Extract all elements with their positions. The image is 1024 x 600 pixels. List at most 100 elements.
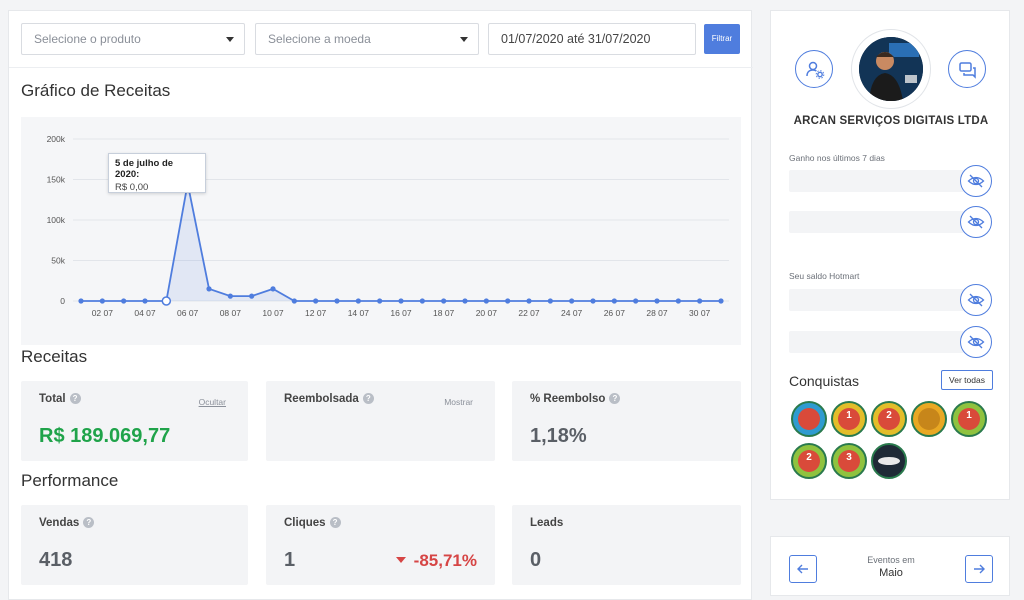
x-tick-label: 04 07 — [134, 308, 156, 318]
data-point — [334, 298, 340, 304]
y-tick-label: 150k — [47, 175, 66, 185]
refund-pct-label: % Reembolso? — [530, 393, 621, 405]
badge-inner — [838, 408, 860, 430]
clicks-label-text: Cliques — [284, 517, 326, 529]
badge-number: 1 — [966, 410, 972, 421]
messages-button[interactable] — [948, 50, 986, 88]
badge-number: 3 — [846, 452, 852, 463]
help-icon[interactable]: ? — [329, 517, 341, 528]
gain-label: Ganho nos últimos 7 dias — [789, 153, 885, 163]
refund-pct-label-text: % Reembolso — [530, 393, 606, 405]
data-point — [462, 298, 468, 304]
currency-select[interactable]: Selecione a moeda — [255, 23, 479, 55]
x-tick-label: 28 07 — [646, 308, 668, 318]
clicks-card: Cliques? 1 -85,71% — [266, 505, 495, 585]
divider — [9, 67, 753, 68]
sales-value: 418 — [39, 549, 73, 571]
y-tick-label: 100k — [47, 215, 66, 225]
toggle-visibility-button[interactable] — [960, 326, 992, 358]
data-point — [206, 286, 212, 292]
toggle-visibility-button[interactable] — [960, 284, 992, 316]
filter-button[interactable]: Filtrar — [704, 24, 740, 54]
x-tick-label: 16 07 — [390, 308, 412, 318]
show-refunded-link[interactable]: Mostrar — [444, 397, 473, 407]
toggle-visibility-button[interactable] — [960, 165, 992, 197]
badge-number: 2 — [806, 452, 812, 463]
data-point — [99, 298, 105, 304]
toggle-visibility-button[interactable] — [960, 206, 992, 238]
refunded-card: Reembolsada? Mostrar — [266, 381, 495, 461]
data-point — [611, 298, 617, 304]
date-range-value: 01/07/2020 até 31/07/2020 — [501, 32, 651, 46]
refunded-label-text: Reembolsada — [284, 393, 359, 405]
badge-achievement[interactable]: 1 — [951, 401, 987, 437]
badge-inner — [838, 450, 860, 472]
next-month-button[interactable] — [965, 555, 993, 583]
data-point — [355, 298, 361, 304]
view-all-achievements-button[interactable]: Ver todas — [941, 370, 993, 390]
hide-total-link[interactable]: Ocultar — [198, 397, 226, 407]
x-tick-label: 22 07 — [518, 308, 540, 318]
x-tick-label: 10 07 — [262, 308, 284, 318]
data-point — [633, 298, 639, 304]
badge-achievement[interactable]: 2 — [871, 401, 907, 437]
tooltip-value: R$ 0,00 — [115, 182, 149, 193]
avatar[interactable] — [851, 29, 931, 109]
events-label: Eventos em — [867, 555, 915, 565]
leads-card: Leads 0 — [512, 505, 741, 585]
badge-achievement[interactable]: 1 — [831, 401, 867, 437]
total-card: Total? Ocultar R$ 189.069,77 — [21, 381, 248, 461]
leads-value: 0 — [530, 549, 542, 571]
help-icon[interactable]: ? — [609, 393, 621, 404]
account-settings-button[interactable] — [795, 50, 833, 88]
achievements-title: Conquistas — [789, 373, 860, 389]
revenue-chart-svg: 0 50k 100k 150k 200k 02 07 04 07 06 07 08 07 10 0… — [47, 134, 729, 318]
data-point — [675, 298, 681, 304]
eye-off-icon — [967, 174, 985, 188]
previous-month-button[interactable] — [789, 555, 817, 583]
clicks-delta: -85,71% — [395, 551, 477, 571]
help-icon[interactable]: ? — [362, 393, 374, 404]
badge-achievement[interactable] — [791, 401, 827, 437]
data-point — [590, 298, 596, 304]
product-select[interactable]: Selecione o produto — [21, 23, 245, 55]
ninja-icon — [878, 457, 900, 465]
help-icon[interactable]: ? — [69, 393, 81, 404]
badge-trophy[interactable] — [911, 401, 947, 437]
data-point — [505, 298, 511, 304]
badge-ninja[interactable] — [871, 443, 907, 479]
x-tick-label: 20 07 — [476, 308, 498, 318]
data-point — [441, 298, 447, 304]
receitas-title: Receitas — [21, 347, 88, 366]
date-range-input[interactable]: 01/07/2020 até 31/07/2020 — [488, 23, 696, 55]
company-name: ARCAN SERVIÇOS DIGITAIS LTDA — [793, 115, 989, 127]
data-point — [654, 298, 660, 304]
masked-balance-value — [789, 331, 965, 353]
x-tick-label: 02 07 — [92, 308, 114, 318]
revenue-chart-title: Gráfico de Receitas — [21, 81, 171, 100]
data-point — [249, 293, 255, 299]
performance-title: Performance — [21, 471, 119, 490]
badge-achievement[interactable]: 2 — [791, 443, 827, 479]
clicks-delta-text: -85,71% — [413, 551, 477, 570]
clicks-value: 1 — [284, 549, 296, 571]
badge-achievement[interactable]: 3 — [831, 443, 867, 479]
clicks-label: Cliques? — [284, 517, 341, 529]
avatar-image — [859, 37, 923, 101]
x-tick-label: 24 07 — [561, 308, 583, 318]
arrow-left-icon — [797, 564, 808, 574]
data-point — [569, 298, 575, 304]
data-point — [419, 298, 425, 304]
badge-inner — [798, 450, 820, 472]
x-tick-label: 26 07 — [604, 308, 626, 318]
data-point — [227, 293, 233, 299]
help-icon[interactable]: ? — [83, 517, 95, 528]
leads-label: Leads — [530, 517, 564, 529]
x-tick-label: 18 07 — [433, 308, 455, 318]
eye-off-icon — [967, 293, 985, 307]
balance-label: Seu saldo Hotmart — [789, 271, 860, 281]
data-point — [270, 286, 276, 292]
data-point — [526, 298, 532, 304]
avatar-photo — [859, 37, 923, 101]
badge-inner — [958, 408, 980, 430]
